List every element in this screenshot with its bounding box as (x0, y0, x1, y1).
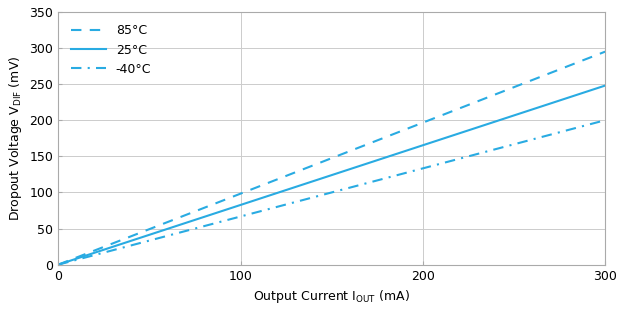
Y-axis label: Dropout Voltage V$_{\mathregular{DIF}}$ (mV): Dropout Voltage V$_{\mathregular{DIF}}$ … (7, 56, 24, 221)
Legend: 85°C, 25°C, -40°C: 85°C, 25°C, -40°C (64, 18, 157, 82)
X-axis label: Output Current I$_{\mathregular{OUT}}$ (mA): Output Current I$_{\mathregular{OUT}}$ (… (253, 288, 410, 305)
